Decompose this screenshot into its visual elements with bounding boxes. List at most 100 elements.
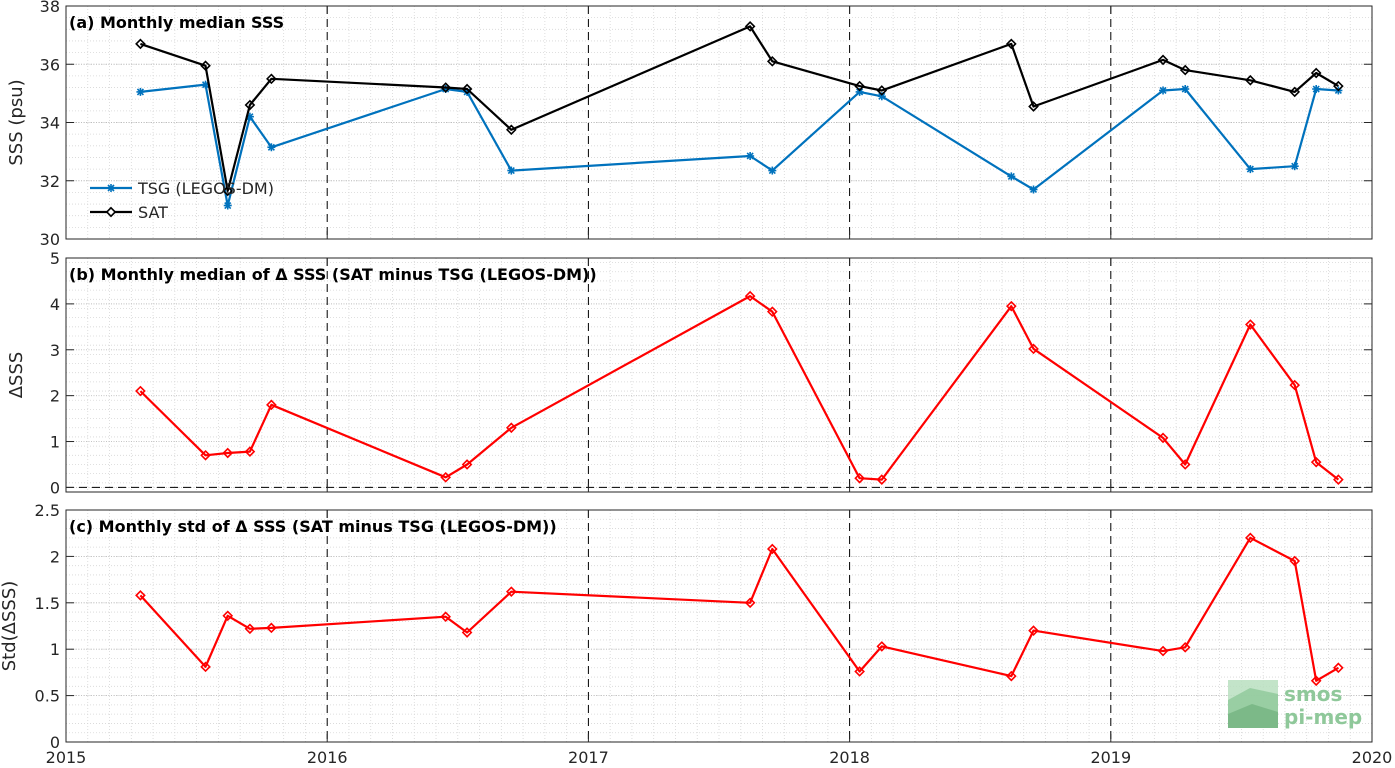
data-point	[854, 666, 865, 677]
data-point	[222, 185, 234, 197]
data-point	[1181, 85, 1190, 94]
y-tick-label: 32	[40, 172, 60, 191]
data-point	[854, 472, 865, 484]
data-point	[1179, 64, 1191, 76]
y-tick-label: 34	[40, 114, 60, 133]
data-point	[744, 597, 756, 609]
data-point	[135, 385, 146, 397]
data-point	[200, 661, 211, 673]
panel-title: (a) Monthly median SSS	[69, 13, 284, 32]
data-point	[1245, 74, 1256, 86]
x-tick-label: 2015	[46, 748, 87, 767]
axes-box	[65, 257, 1373, 493]
data-point	[1245, 532, 1256, 544]
legend: TSG (LEGOS-DM) SAT	[90, 179, 274, 222]
panel-a: 30 32 34 36 38 SSS (psu) (a) Monthly median SS…	[6, 0, 1373, 249]
legend-marker	[105, 206, 117, 218]
data-point	[461, 627, 473, 638]
series-line	[140, 25, 1339, 192]
data-point	[1290, 162, 1299, 171]
data-point	[854, 80, 865, 92]
y-tick-label: 30	[40, 230, 60, 249]
data-point	[461, 83, 473, 95]
data-point	[1029, 185, 1038, 194]
y-tick-label: 5	[50, 249, 60, 268]
axes-box	[65, 509, 1373, 743]
y-axis-title: SSS (psu)	[6, 79, 27, 165]
y-tick-label: 0	[50, 478, 60, 497]
data-point	[1310, 675, 1322, 687]
series-0	[135, 290, 1344, 485]
data-point	[876, 641, 888, 652]
panel-b: 0 1 2 3 4 5 ΔSSS (b) Monthly median of Δ SSS (S…	[6, 249, 1373, 497]
series-line	[139, 295, 1340, 481]
data-point	[244, 446, 256, 457]
y-tick-label: 36	[40, 55, 60, 74]
x-tick-label: 2019	[1090, 748, 1131, 767]
data-point	[744, 21, 756, 32]
data-point	[244, 99, 256, 111]
data-point	[222, 610, 234, 622]
data-point	[223, 201, 232, 210]
data-point	[1245, 319, 1256, 330]
data-point	[1179, 642, 1191, 653]
data-point	[266, 73, 277, 85]
data-point	[266, 399, 277, 411]
data-point	[461, 459, 473, 470]
y-tick-label: 2	[50, 387, 60, 406]
data-point	[136, 87, 145, 96]
data-point	[876, 85, 888, 96]
data-point	[1028, 343, 1039, 355]
y-tick-label: 1	[50, 640, 60, 659]
data-point	[200, 60, 211, 72]
panel-title: (b) Monthly median of Δ SSS (SAT minus T…	[69, 265, 597, 284]
data-point	[267, 143, 276, 152]
y-tick-label: 1.5	[35, 594, 60, 613]
data-point	[877, 92, 886, 101]
data-point	[1005, 38, 1017, 50]
grid	[66, 257, 1372, 493]
data-point	[1246, 165, 1255, 174]
logo-mark-wave	[1228, 704, 1278, 728]
data-point	[768, 166, 777, 175]
x-tick-label: 2016	[307, 748, 348, 767]
data-point	[1179, 459, 1191, 470]
x-tick-label: 2017	[568, 748, 609, 767]
data-point	[1157, 54, 1169, 66]
data-point	[1333, 474, 1344, 485]
legend-label: TSG (LEGOS-DM)	[137, 179, 274, 198]
y-tick-label: 2.5	[35, 501, 60, 520]
series-line	[140, 83, 1339, 207]
data-point	[135, 38, 146, 50]
data-point	[200, 449, 211, 461]
y-axis-title: Std(ΔSSS)	[0, 581, 20, 672]
data-point	[876, 474, 888, 485]
data-point	[505, 422, 517, 434]
data-point	[266, 622, 277, 634]
y-tick-label: 4	[50, 295, 60, 314]
data-point	[1028, 625, 1039, 636]
data-point	[135, 590, 146, 601]
data-point	[505, 586, 517, 597]
y-tick-label: 0	[50, 733, 60, 752]
data-point	[507, 166, 516, 175]
data-point	[1028, 101, 1039, 112]
data-point	[440, 82, 451, 93]
y-tick-label: 3	[50, 341, 60, 360]
data-point	[1157, 432, 1169, 444]
data-point	[855, 87, 864, 96]
plot-area	[66, 510, 1372, 742]
data-point	[1312, 85, 1321, 94]
panel-c: 0 0.5 1 1.5 2 2.5 2015 2016 2017 2018 2019 2020 Std(…	[0, 501, 1392, 767]
data-point	[744, 290, 756, 302]
data-point	[222, 447, 234, 459]
data-point	[1289, 555, 1301, 567]
panel-title: (c) Monthly std of Δ SSS (SAT minus TSG …	[69, 517, 557, 536]
data-point	[746, 151, 755, 160]
logo-text-smos: smos	[1284, 682, 1342, 706]
x-tick-label: 2018	[829, 748, 870, 767]
data-point	[1289, 86, 1301, 98]
data-point	[1289, 379, 1301, 391]
